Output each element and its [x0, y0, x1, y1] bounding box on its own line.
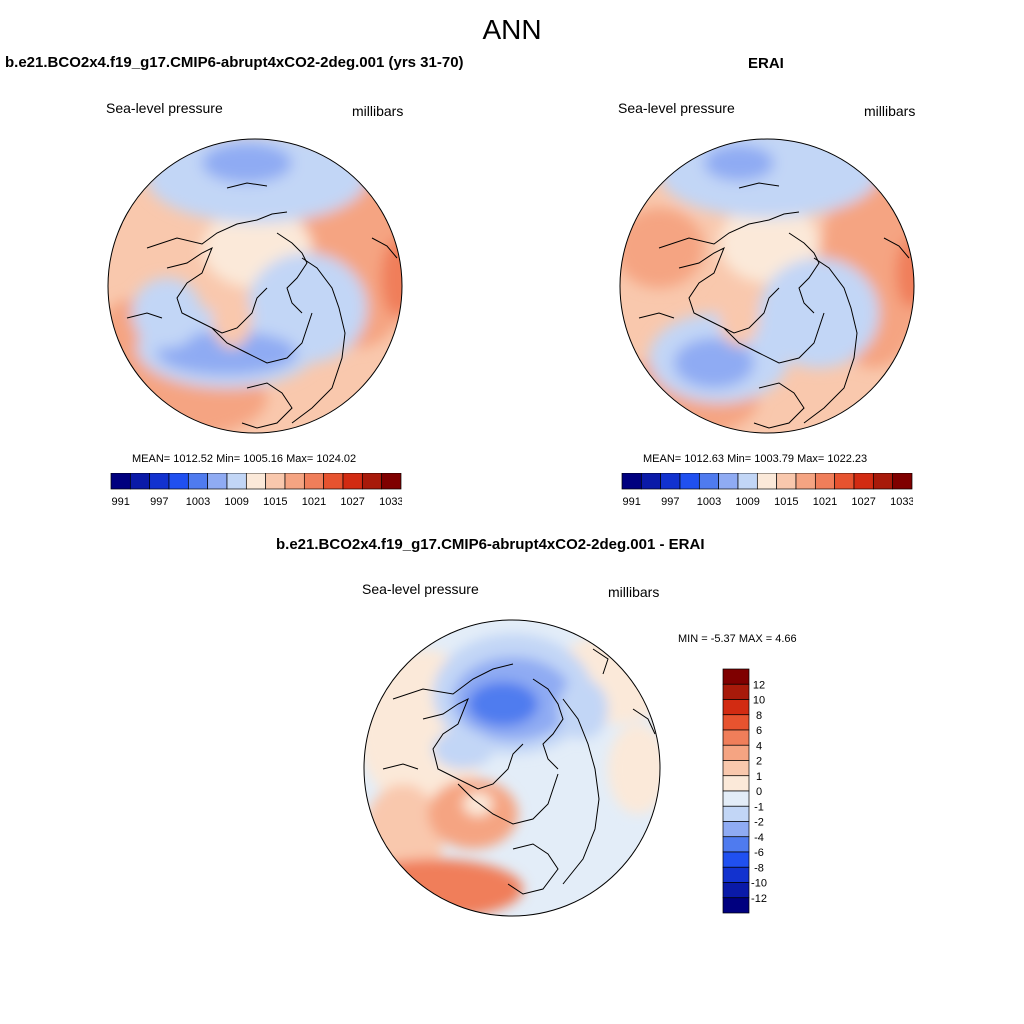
obs-colorbar-swatch	[737, 473, 758, 490]
obs-colorbar-swatch	[795, 473, 816, 490]
obs-colorbar-tick-label: 1021	[813, 496, 837, 508]
obs-colorbar: 991 997 1003 1009 1015 1021 1027 1033	[621, 473, 913, 508]
model-colorbar-swatch	[187, 473, 209, 490]
obs-colorbar-tick-label: 1009	[735, 496, 759, 508]
diff-colorbar-tick-label: 2	[756, 756, 762, 768]
obs-units-label: millibars	[864, 103, 916, 119]
diff-colorbar-swatch	[722, 775, 750, 792]
obs-colorbar-swatch	[660, 473, 681, 490]
diff-stats: MIN = -5.37 MAX = 4.66	[678, 633, 797, 645]
diff-colorbar-swatch	[722, 683, 750, 700]
model-colorbar-swatch	[245, 473, 267, 490]
diff-colorbar-swatch	[722, 668, 750, 685]
obs-colorbar-tick-label: 997	[661, 496, 679, 508]
obs-panel-title: ERAI	[748, 55, 784, 72]
obs-colorbar-tick-label: 991	[622, 496, 640, 508]
diff-colorbar-tick-label: 4	[756, 740, 762, 752]
model-colorbar-tick-label: 1021	[302, 496, 326, 508]
model-colorbar-tick-label: 1027	[340, 496, 364, 508]
model-colorbar-swatch	[265, 473, 286, 490]
model-colorbar-tick-label: 1015	[263, 496, 287, 508]
obs-colorbar-swatch	[621, 473, 642, 490]
model-colorbar-swatch	[342, 473, 363, 490]
obs-coastlines	[638, 182, 910, 429]
obs-colorbar-swatch	[814, 473, 836, 490]
obs-colorbar-swatch	[640, 473, 662, 490]
diff-colorbar-tick-label: -2	[754, 817, 764, 829]
diff-colorbar-swatch	[722, 714, 750, 731]
obs-colorbar-swatch	[834, 473, 855, 490]
model-colorbar-swatch	[303, 473, 325, 490]
diff-colorbar-swatch	[722, 821, 750, 838]
obs-colorbar-tick-label: 1003	[697, 496, 721, 508]
model-colorbar-swatch	[381, 473, 402, 490]
diff-colorbar-tick-label: -12	[751, 893, 767, 905]
model-colorbar-tick-label: 991	[111, 496, 129, 508]
model-colorbar-tick-label: 1003	[186, 496, 210, 508]
model-stats: MEAN= 1012.52 Min= 1005.16 Max= 1024.02	[132, 453, 357, 465]
diff-colorbar-swatch	[722, 836, 750, 853]
model-colorbar-swatch	[110, 473, 131, 490]
diff-colorbar-swatch	[722, 790, 750, 807]
diff-colorbar-swatch	[722, 851, 750, 868]
diff-panel-title: b.e21.BCO2x4.f19_g17.CMIP6-abrupt4xCO2-2…	[276, 536, 705, 553]
obs-colorbar-swatch	[698, 473, 720, 490]
diff-colorbar-swatch	[722, 805, 750, 822]
model-panel-title: b.e21.BCO2x4.f19_g17.CMIP6-abrupt4xCO2-2…	[5, 54, 464, 71]
obs-colorbar-tick-label: 1027	[851, 496, 875, 508]
model-colorbar: 991 997 1003 1009 1015 1021 1027 1033	[110, 473, 402, 508]
diff-colorbar-swatch	[722, 760, 750, 777]
model-colorbar-swatch	[168, 473, 189, 490]
page-title: ANN	[482, 14, 542, 45]
diff-colorbar-tick-label: 0	[756, 786, 762, 798]
obs-variable-label: Sea-level pressure	[618, 100, 735, 116]
model-coastlines	[126, 182, 398, 429]
model-colorbar-tick-label: 1009	[224, 496, 248, 508]
model-colorbar-swatch	[129, 473, 151, 490]
diff-colorbar-tick-label: 8	[756, 710, 762, 722]
model-units-label: millibars	[352, 103, 404, 119]
diff-colorbar-tick-label: -1	[754, 801, 764, 813]
diff-colorbar-tick-label: 10	[753, 695, 765, 707]
diff-colorbar-swatch	[722, 866, 750, 883]
model-colorbar-swatch	[361, 473, 383, 490]
diff-colorbar-swatch	[722, 897, 750, 914]
obs-colorbar-swatch	[872, 473, 894, 490]
obs-colorbar-tick-label: 1015	[774, 496, 798, 508]
diff-coastlines	[382, 648, 656, 895]
model-colorbar-swatch	[284, 473, 305, 490]
obs-colorbar-swatch	[718, 473, 739, 490]
model-colorbar-tick-label: 997	[150, 496, 168, 508]
diff-polar-map	[363, 619, 661, 917]
diff-colorbar-tick-label: -6	[754, 847, 764, 859]
model-colorbar-swatch	[323, 473, 344, 490]
diff-colorbar-tick-label: 6	[756, 725, 762, 737]
diff-colorbar-tick-label: -4	[754, 832, 764, 844]
model-colorbar-swatch	[149, 473, 170, 490]
diff-colorbar-tick-label: 12	[753, 679, 765, 691]
model-colorbar-tick-label: 1033	[379, 496, 402, 508]
diff-units-label: millibars	[608, 584, 660, 600]
obs-colorbar-swatch	[776, 473, 797, 490]
model-colorbar-swatch	[226, 473, 247, 490]
diff-colorbar-swatch	[722, 744, 750, 761]
model-colorbar-swatch	[207, 473, 228, 490]
diff-colorbar-tick-label: -10	[751, 878, 767, 890]
obs-colorbar-swatch	[756, 473, 778, 490]
obs-colorbar-swatch	[853, 473, 874, 490]
diff-colorbar-swatch	[722, 699, 750, 716]
diff-colorbar-swatch	[722, 729, 750, 746]
obs-colorbar-swatch	[892, 473, 913, 490]
obs-polar-map	[619, 138, 915, 434]
model-variable-label: Sea-level pressure	[106, 100, 223, 116]
obs-stats: MEAN= 1012.63 Min= 1003.79 Max= 1022.23	[643, 453, 868, 465]
diff-colorbar-swatch	[722, 882, 750, 899]
diff-variable-label: Sea-level pressure	[362, 581, 479, 597]
obs-colorbar-swatch	[679, 473, 700, 490]
diff-colorbar-tick-label: -8	[754, 862, 764, 874]
diff-colorbar-tick-label: 1	[756, 771, 762, 783]
model-polar-map	[107, 138, 403, 434]
obs-colorbar-tick-label: 1033	[890, 496, 913, 508]
